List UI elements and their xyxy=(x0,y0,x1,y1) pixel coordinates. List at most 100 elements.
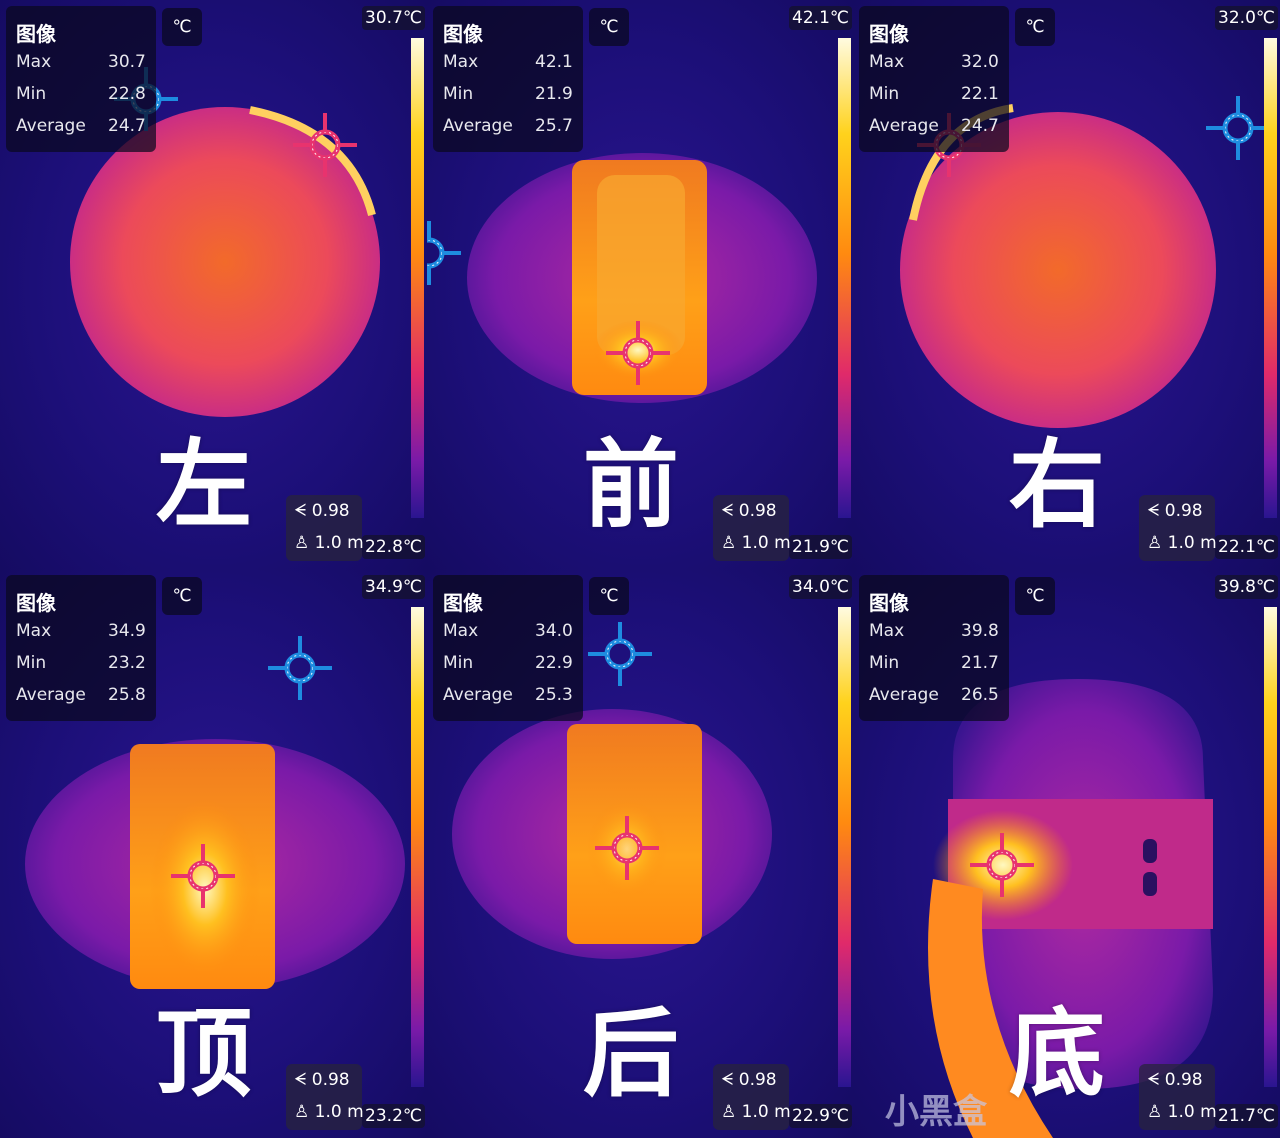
emissivity-value: 0.98 xyxy=(738,501,777,521)
scale-max: 30.7℃ xyxy=(362,6,425,30)
stat-label: Max xyxy=(869,621,905,641)
stats-title: 图像 xyxy=(16,22,56,46)
stat-label: Max xyxy=(443,52,479,72)
measurement-params[interactable]: ᗕ 0.98 ♙ 1.0 m xyxy=(713,495,791,561)
color-scale-bar xyxy=(411,38,424,518)
unit-toggle[interactable]: ℃ xyxy=(1015,8,1055,46)
stat-value: 24.7 xyxy=(961,116,999,136)
stat-value: 30.7 xyxy=(108,52,146,72)
stat-label: Min xyxy=(869,653,900,673)
unit-toggle[interactable]: ℃ xyxy=(1015,577,1055,615)
stats-box: 图像 Max 34.9 Min 23.2 Average 25.8 xyxy=(6,575,156,721)
emissivity-value: 0.98 xyxy=(311,1070,350,1090)
thermal-panel: 图像 Max 30.7 Min 22.8 Average 24.7 ℃ 30.7℃ 2… xyxy=(0,0,427,569)
emissivity-value: 0.98 xyxy=(738,1070,777,1090)
stat-value: 23.2 xyxy=(108,653,146,673)
crosshair-cold-icon[interactable] xyxy=(268,636,332,700)
scale-max: 34.9℃ xyxy=(362,575,425,599)
stats-title: 图像 xyxy=(869,22,909,46)
crosshair-cold-icon[interactable] xyxy=(588,622,652,686)
distance-icon: ♙ xyxy=(721,1102,737,1122)
distance-icon: ♙ xyxy=(1147,533,1163,553)
scale-min: 21.7℃ xyxy=(1215,1104,1278,1128)
stats-title: 图像 xyxy=(443,591,483,615)
crosshair-hot-icon[interactable] xyxy=(606,321,670,385)
scale-min: 23.2℃ xyxy=(362,1104,425,1128)
stat-value: 22.9 xyxy=(535,653,573,673)
stats-box: 图像 Max 34.0 Min 22.9 Average 25.3 xyxy=(433,575,583,721)
crosshair-cold-icon[interactable] xyxy=(427,221,461,285)
unit-toggle[interactable]: ℃ xyxy=(589,577,629,615)
stat-value: 25.3 xyxy=(535,685,573,705)
color-scale-bar xyxy=(838,607,851,1087)
scale-max: 34.0℃ xyxy=(789,575,852,599)
thermal-scene xyxy=(452,622,772,959)
stat-label: Min xyxy=(16,653,47,673)
crosshair-hot-icon[interactable] xyxy=(171,844,235,908)
stat-average: Average 24.7 xyxy=(869,116,1007,138)
stat-label: Max xyxy=(869,52,905,72)
unit-toggle[interactable]: ℃ xyxy=(162,8,202,46)
scale-min: 22.1℃ xyxy=(1215,535,1278,559)
stat-label: Min xyxy=(443,653,474,673)
stat-min: Min 22.1 xyxy=(869,84,1007,106)
stat-value: 22.1 xyxy=(961,84,999,104)
measurement-params[interactable]: ᗕ 0.98 ♙ 1.0 m xyxy=(286,495,364,561)
distance-icon: ♙ xyxy=(1147,1102,1163,1122)
thermal-scene xyxy=(25,636,405,989)
stat-label: Average xyxy=(869,116,939,136)
crosshair-hot-icon[interactable] xyxy=(293,113,357,177)
thermal-panel: 图像 Max 42.1 Min 21.9 Average 25.7 ℃ 42.1℃ 2… xyxy=(427,0,854,569)
stat-max: Max 32.0 xyxy=(869,52,1007,74)
emissivity-icon: ᗕ xyxy=(721,501,734,521)
stat-label: Max xyxy=(16,621,52,641)
crosshair-hot-icon[interactable] xyxy=(595,816,659,880)
stat-value: 34.0 xyxy=(535,621,573,641)
thermal-panel: 图像 Max 34.9 Min 23.2 Average 25.8 ℃ 34.9℃ 2… xyxy=(0,569,427,1138)
stat-average: Average 25.3 xyxy=(443,685,581,707)
stat-value: 39.8 xyxy=(961,621,999,641)
stat-max: Max 34.9 xyxy=(16,621,154,643)
distance-icon: ♙ xyxy=(294,533,310,553)
emissivity-icon: ᗕ xyxy=(1147,1070,1160,1090)
stat-min: Min 22.9 xyxy=(443,653,581,675)
color-scale-bar xyxy=(838,38,851,518)
color-scale-bar xyxy=(1264,38,1277,518)
measurement-params[interactable]: ᗕ 0.98 ♙ 1.0 m xyxy=(1139,495,1217,561)
stat-max: Max 39.8 xyxy=(869,621,1007,643)
emissivity-icon: ᗕ xyxy=(294,1070,307,1090)
stat-label: Min xyxy=(16,84,47,104)
stat-label: Average xyxy=(16,685,86,705)
stats-title: 图像 xyxy=(869,591,909,615)
stat-max: Max 34.0 xyxy=(443,621,581,643)
stat-average: Average 25.7 xyxy=(443,116,581,138)
crosshair-cold-icon[interactable] xyxy=(1206,96,1270,160)
stat-label: Average xyxy=(443,685,513,705)
stats-title: 图像 xyxy=(16,591,56,615)
measurement-params[interactable]: ᗕ 0.98 ♙ 1.0 m xyxy=(1139,1064,1217,1130)
stat-label: Min xyxy=(443,84,474,104)
distance-icon: ♙ xyxy=(294,1102,310,1122)
stat-value: 21.9 xyxy=(535,84,573,104)
unit-toggle[interactable]: ℃ xyxy=(162,577,202,615)
thermal-panel: 图像 Max 39.8 Min 21.7 Average 26.5 ℃ 39.8℃ 2… xyxy=(853,569,1280,1138)
emissivity-value: 0.98 xyxy=(1164,501,1203,521)
thermal-scene xyxy=(928,679,1213,1138)
color-scale-bar xyxy=(1264,607,1277,1087)
unit-toggle[interactable]: ℃ xyxy=(589,8,629,46)
stats-box: 图像 Max 32.0 Min 22.1 Average 24.7 xyxy=(859,6,1009,152)
distance-value: 1.0 m xyxy=(741,533,791,553)
emissivity-icon: ᗕ xyxy=(1147,501,1160,521)
thermal-panel: 图像 Max 34.0 Min 22.9 Average 25.3 ℃ 34.0℃ 2… xyxy=(427,569,854,1138)
stat-average: Average 26.5 xyxy=(869,685,1007,707)
measurement-params[interactable]: ᗕ 0.98 ♙ 1.0 m xyxy=(713,1064,791,1130)
stats-box: 图像 Max 42.1 Min 21.9 Average 25.7 xyxy=(433,6,583,152)
scale-min: 22.8℃ xyxy=(362,535,425,559)
measurement-params[interactable]: ᗕ 0.98 ♙ 1.0 m xyxy=(286,1064,364,1130)
distance-value: 1.0 m xyxy=(741,1102,791,1122)
stat-value: 25.8 xyxy=(108,685,146,705)
stat-value: 32.0 xyxy=(961,52,999,72)
crosshair-hot-icon[interactable] xyxy=(970,833,1034,897)
stat-min: Min 21.7 xyxy=(869,653,1007,675)
